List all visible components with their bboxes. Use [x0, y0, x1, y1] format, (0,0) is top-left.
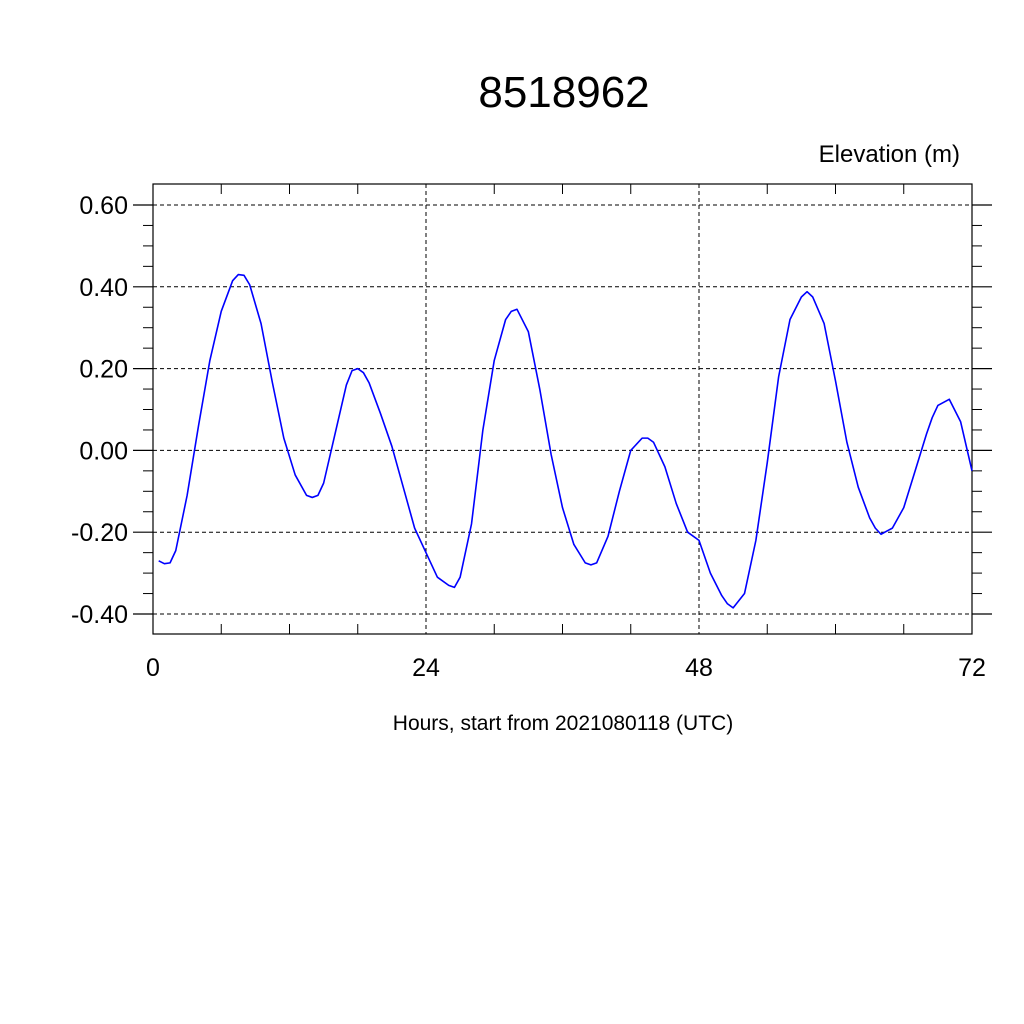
plot-frame — [152, 183, 973, 635]
series-line — [158, 273, 973, 609]
minor-ticks — [143, 184, 982, 634]
major-ticks — [133, 204, 992, 615]
y-tick-label: 0.20 — [79, 356, 128, 384]
y-tick-labels: -0.40 -0.20 0.00 0.20 0.40 0.60 — [71, 192, 128, 629]
x-tick-labels: 0 24 48 72 — [146, 654, 986, 682]
x-axis-label: Hours, start from 2021080118 (UTC) — [393, 712, 733, 735]
y-tick-label: 0.60 — [79, 192, 128, 220]
y-tick-label: -0.40 — [71, 601, 128, 629]
y-tick-label: 0.40 — [79, 274, 128, 302]
x-tick-label: 24 — [412, 654, 440, 682]
x-tick-label: 72 — [958, 654, 986, 682]
y-tick-label: -0.20 — [71, 519, 128, 547]
chart-title: 8518962 — [478, 68, 649, 117]
x-tick-label: 48 — [685, 654, 713, 682]
gridlines — [153, 184, 972, 634]
x-tick-label: 0 — [146, 654, 160, 682]
y-tick-label: 0.00 — [79, 437, 128, 465]
y-axis-label: Elevation (m) — [819, 141, 960, 168]
